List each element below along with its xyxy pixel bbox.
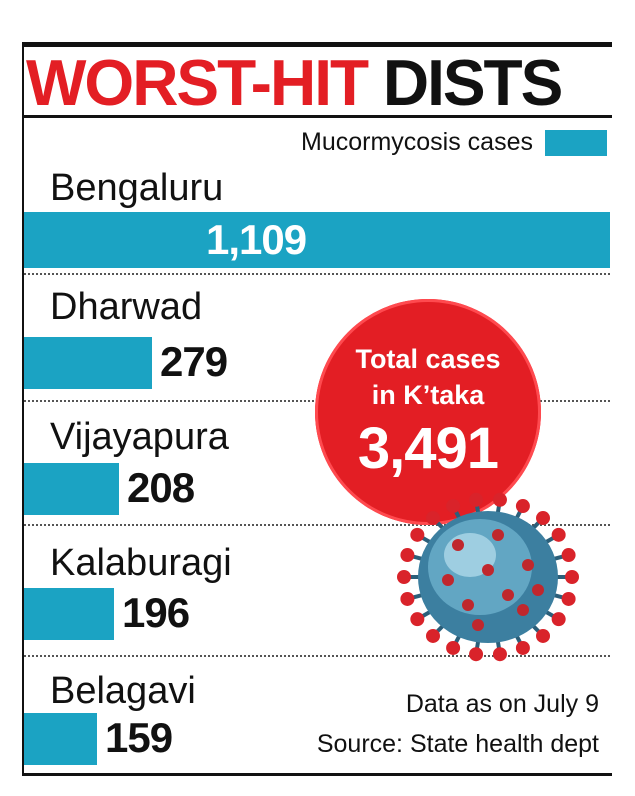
virus-surface-bump	[482, 564, 494, 576]
virus-spike-tip	[536, 511, 551, 526]
virus-surface-bump	[492, 529, 504, 541]
virus-spike-tip	[410, 527, 425, 542]
row-divider	[24, 655, 610, 657]
value-label-kalaburagi: 196	[122, 589, 190, 636]
district-label-bengaluru: Bengaluru	[50, 167, 224, 209]
virus-spike-tip	[551, 612, 566, 627]
value-label-dharwad: 279	[160, 338, 228, 385]
coronavirus-icon	[397, 492, 579, 662]
virus-spike-tip	[469, 647, 484, 662]
virus-spike-tip	[551, 527, 566, 542]
virus-spike-tip	[400, 548, 415, 563]
virus-surface-bump	[532, 584, 544, 596]
district-label-belagavi: Belagavi	[50, 670, 196, 712]
virus-surface-bump	[472, 619, 484, 631]
virus-surface-bump	[452, 539, 464, 551]
row-divider	[24, 273, 610, 275]
virus-surface-bump	[502, 589, 514, 601]
callout-total-value: 3,491	[357, 416, 499, 481]
virus-spike-tip	[515, 499, 530, 514]
virus-spike-tip	[561, 548, 576, 563]
bar-kalaburagi	[24, 588, 114, 640]
headline-rule	[22, 115, 612, 118]
callout-line1: Total cases	[355, 344, 501, 374]
virus-spike-tip	[400, 591, 415, 606]
headline: WORST-HIT DISTS	[26, 50, 563, 115]
value-label-belagavi: 159	[105, 714, 173, 761]
total-cases-callout: Total cases in K’taka 3,491	[315, 299, 541, 525]
virus-spike-tip	[492, 647, 507, 662]
virus-spike-tip	[561, 591, 576, 606]
virus-spike-tip	[397, 570, 411, 584]
source-note: Source: State health dept	[316, 730, 599, 758]
virus-spike-tip	[425, 511, 440, 526]
value-label-vijayapura: 208	[127, 464, 195, 511]
virus-spike-tip	[425, 628, 440, 643]
virus-spike-tip	[515, 640, 530, 655]
virus-surface-bump	[462, 599, 474, 611]
virus-surface-bump	[517, 604, 529, 616]
virus-spike-tip	[410, 612, 425, 627]
virus-spike-tip	[469, 492, 484, 507]
legend: Mucormycosis cases	[301, 128, 607, 157]
district-label-vijayapura: Vijayapura	[50, 416, 229, 458]
bar-vijayapura	[24, 463, 119, 515]
callout-line2: in K’taka	[371, 380, 485, 410]
virus-surface-bump	[442, 574, 454, 586]
bar-bengaluru	[24, 212, 610, 268]
infographic-frame	[22, 42, 612, 776]
row-divider	[24, 524, 610, 526]
value-label-bengaluru: 1,109	[206, 216, 307, 263]
data-date-note: Data as on July 9	[405, 690, 599, 718]
legend-label: Mucormycosis cases	[301, 128, 533, 156]
virus-spike-tip	[536, 628, 551, 643]
virus-surface-bump	[522, 559, 534, 571]
virus-spike-tip	[446, 640, 461, 655]
virus-spike-tip	[565, 570, 579, 584]
virus-spike-tip	[446, 499, 461, 514]
bar-dharwad	[24, 337, 152, 389]
district-label-dharwad: Dharwad	[50, 286, 203, 328]
virus-spike-tip	[492, 492, 507, 507]
bar-belagavi	[24, 713, 97, 765]
district-label-kalaburagi: Kalaburagi	[50, 542, 232, 584]
legend-swatch	[545, 129, 607, 156]
headline-part1: WORST-HIT	[26, 45, 369, 120]
headline-part2: DISTS	[382, 45, 563, 120]
